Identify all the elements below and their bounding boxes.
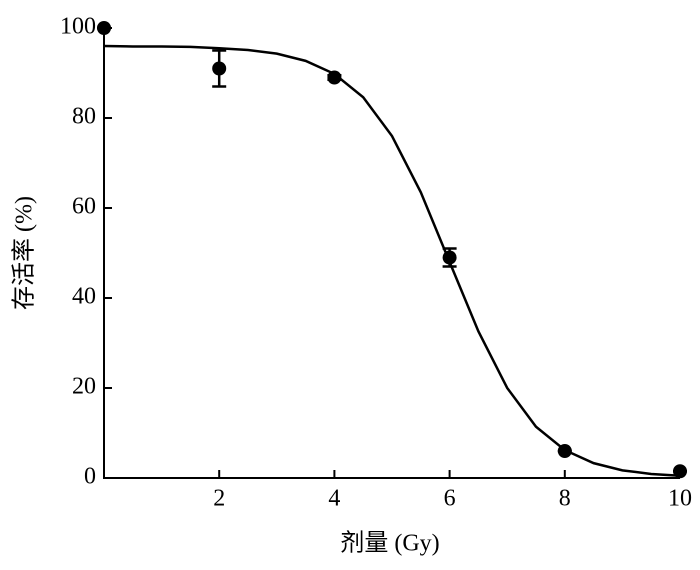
y-tick-label: 20 (72, 374, 96, 400)
y-tick-label: 80 (72, 104, 96, 130)
data-point (442, 250, 457, 265)
y-tick-label: 0 (84, 464, 96, 490)
x-tick-label: 4 (328, 486, 340, 512)
data-point (673, 464, 687, 479)
x-tick-label: 10 (668, 486, 692, 512)
data-point (212, 61, 227, 76)
fit-curve (103, 44, 681, 477)
x-tick-label: 2 (213, 486, 225, 512)
data-point (327, 70, 342, 85)
x-axis-title: 剂量 (Gy) (340, 530, 439, 557)
x-tick-label: 6 (444, 486, 456, 512)
data-point (97, 21, 111, 35)
y-tick-label: 100 (60, 14, 96, 40)
y-tick-label: 60 (72, 194, 96, 220)
x-tick-label: 8 (559, 486, 571, 512)
data-point (557, 444, 572, 458)
y-axis-title: 存活率 (%) (11, 196, 38, 310)
y-tick-label: 40 (72, 284, 96, 310)
